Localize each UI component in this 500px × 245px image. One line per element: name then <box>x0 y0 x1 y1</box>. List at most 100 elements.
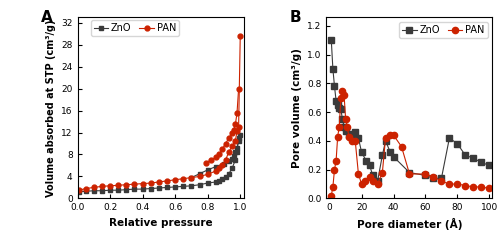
ZnO <box>346 134 352 137</box>
PAN <box>346 135 352 138</box>
ZnO <box>330 67 336 70</box>
ZnO <box>430 177 436 180</box>
ZnO <box>486 164 492 167</box>
PAN <box>380 171 386 174</box>
PAN <box>140 182 145 185</box>
ZnO <box>156 186 162 189</box>
ZnO <box>390 155 396 158</box>
ZnO <box>204 182 210 184</box>
ZnO <box>470 157 476 160</box>
Text: B: B <box>290 10 302 25</box>
ZnO <box>342 129 348 132</box>
Text: A: A <box>41 10 52 25</box>
PAN <box>446 183 452 185</box>
ZnO <box>446 136 452 139</box>
ZnO <box>213 181 219 184</box>
ZnO <box>356 136 362 139</box>
PAN <box>370 180 376 183</box>
ZnO <box>148 187 154 190</box>
PAN <box>390 134 396 137</box>
PAN <box>478 185 484 188</box>
ZnO <box>462 154 468 157</box>
ZnO <box>140 188 145 191</box>
ZnO <box>76 190 82 193</box>
Y-axis label: Volume absorbed at STP (cm³/g): Volume absorbed at STP (cm³/g) <box>46 19 56 196</box>
PAN <box>362 180 368 183</box>
PAN <box>124 183 130 186</box>
ZnO <box>380 154 386 157</box>
ZnO <box>172 185 178 188</box>
PAN <box>454 183 460 185</box>
PAN <box>172 178 178 181</box>
PAN <box>342 118 348 121</box>
ZnO <box>352 131 358 134</box>
ZnO <box>370 174 376 177</box>
PAN <box>470 185 476 188</box>
ZnO <box>406 171 412 174</box>
ZnO <box>216 179 222 182</box>
ZnO <box>236 136 242 139</box>
ZnO <box>333 99 339 102</box>
PAN <box>220 164 226 167</box>
ZnO <box>478 161 484 164</box>
ZnO <box>374 180 380 183</box>
Line: PAN: PAN <box>76 34 242 193</box>
ZnO <box>196 183 202 186</box>
PAN <box>216 167 222 170</box>
PAN <box>226 150 232 153</box>
X-axis label: Pore diameter (Å): Pore diameter (Å) <box>356 218 462 230</box>
Line: ZnO: ZnO <box>328 37 492 184</box>
PAN <box>164 179 170 182</box>
PAN <box>188 176 194 179</box>
PAN <box>115 184 121 187</box>
PAN <box>213 170 219 172</box>
ZnO <box>328 39 334 42</box>
PAN <box>338 96 344 99</box>
ZnO <box>234 150 240 153</box>
ZnO <box>341 125 347 128</box>
ZnO <box>338 108 344 111</box>
Y-axis label: Pore volume (cm³/g): Pore volume (cm³/g) <box>292 48 302 168</box>
PAN <box>229 145 235 148</box>
PAN <box>430 175 436 178</box>
PAN <box>148 182 154 184</box>
ZnO <box>366 164 372 167</box>
ZnO <box>180 185 186 188</box>
PAN <box>356 172 362 175</box>
ZnO <box>340 118 345 121</box>
PAN <box>237 35 243 38</box>
Line: PAN: PAN <box>328 87 492 199</box>
PAN <box>388 134 394 137</box>
PAN <box>422 172 428 175</box>
PAN <box>374 183 380 185</box>
ZnO <box>334 103 340 106</box>
PAN <box>196 175 202 178</box>
PAN <box>236 125 242 128</box>
ZnO <box>388 151 394 154</box>
PAN <box>99 185 105 188</box>
PAN <box>234 130 240 133</box>
ZnO <box>82 190 88 193</box>
PAN <box>91 186 97 189</box>
PAN <box>462 184 468 187</box>
Line: ZnO: ZnO <box>76 133 242 194</box>
PAN <box>180 177 186 180</box>
Legend: ZnO, PAN: ZnO, PAN <box>399 22 488 38</box>
PAN <box>341 93 347 96</box>
ZnO <box>438 177 444 180</box>
PAN <box>204 173 210 176</box>
ZnO <box>332 85 338 88</box>
PAN <box>156 181 162 184</box>
X-axis label: Relative pressure: Relative pressure <box>108 218 212 228</box>
ZnO <box>229 167 235 170</box>
PAN <box>334 135 340 138</box>
PAN <box>82 187 88 190</box>
PAN <box>340 89 345 92</box>
PAN <box>330 185 336 188</box>
PAN <box>486 187 492 190</box>
ZnO <box>124 188 130 191</box>
ZnO <box>237 134 243 137</box>
PAN <box>333 159 339 162</box>
ZnO <box>358 151 364 154</box>
ZnO <box>349 132 355 135</box>
